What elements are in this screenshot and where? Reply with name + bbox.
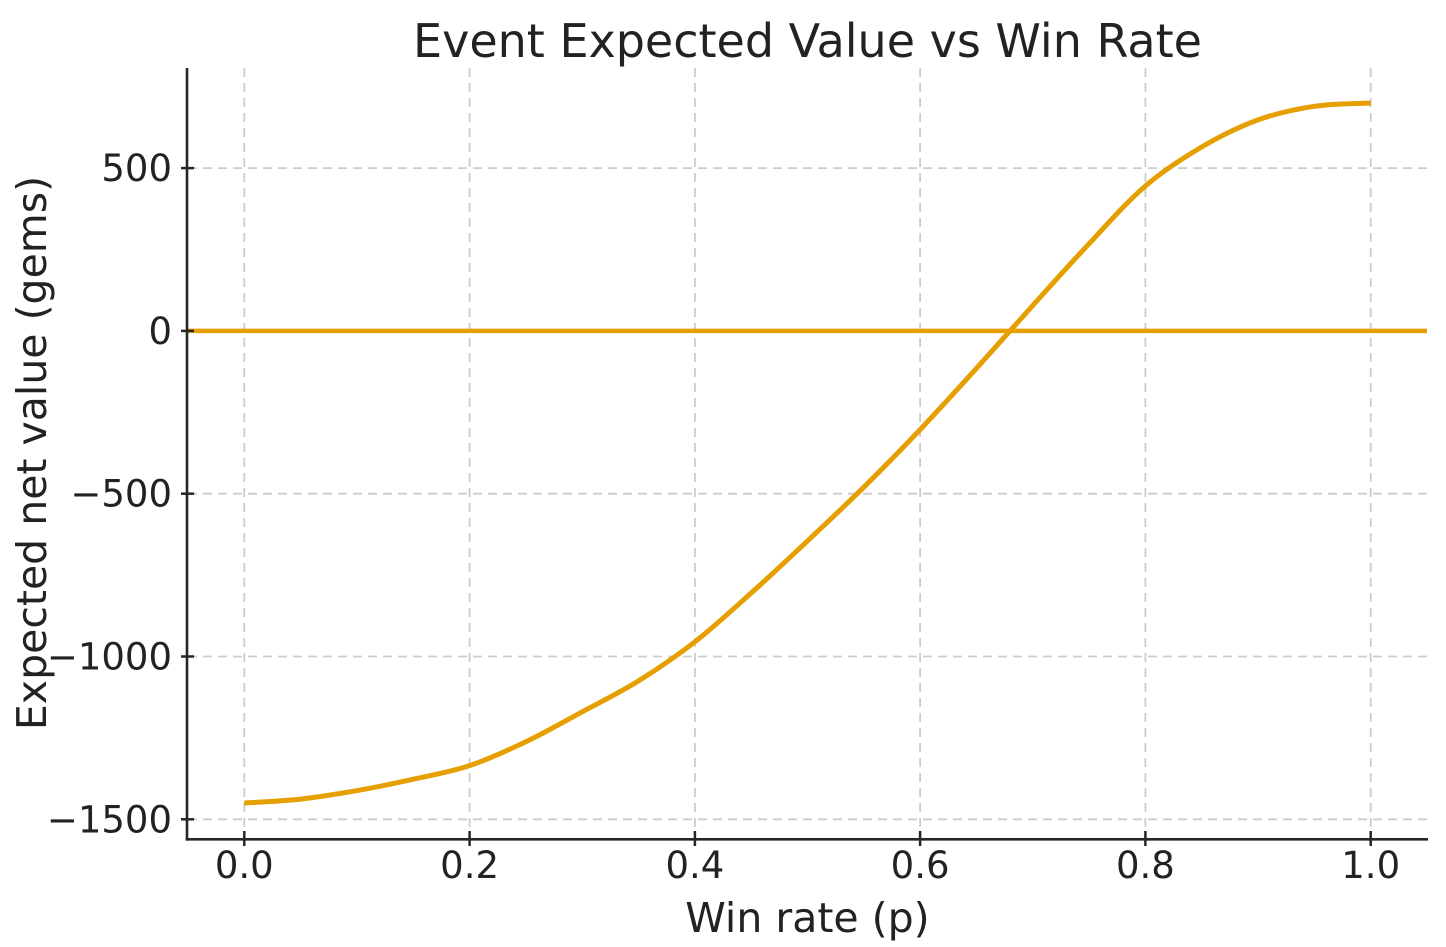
y-tick-label-500: 500 <box>101 147 172 190</box>
x-tick-label-0.6: 0.6 <box>891 844 950 887</box>
x-axis-label: Win rate (p) <box>685 894 929 942</box>
x-tick-label-1.0: 1.0 <box>1341 844 1400 887</box>
gridlines <box>188 68 1427 838</box>
y-tick-label-0: 0 <box>148 310 172 353</box>
axes-spines <box>185 68 1428 841</box>
tick-labels: 0.0 0.2 0.4 0.6 0.8 1.0 500 0 −500 −1000 −1500 <box>47 147 1400 887</box>
y-axis-label: Expected net value (gems) <box>8 176 56 730</box>
y-tick-label-−1500: −1500 <box>47 798 172 841</box>
expected-net-value-curve <box>244 100 1371 806</box>
y-tick-label-−500: −500 <box>70 473 172 516</box>
y-tick-label-−1000: −1000 <box>47 636 172 679</box>
x-tick-label-0.8: 0.8 <box>1116 844 1175 887</box>
series-lines <box>188 100 1427 806</box>
x-tick-label-0.0: 0.0 <box>215 844 274 887</box>
chart-title: Event Expected Value vs Win Rate <box>413 14 1202 68</box>
x-tick-label-0.2: 0.2 <box>440 844 499 887</box>
x-tick-label-0.4: 0.4 <box>665 844 724 887</box>
axis-ticks <box>181 166 1372 846</box>
